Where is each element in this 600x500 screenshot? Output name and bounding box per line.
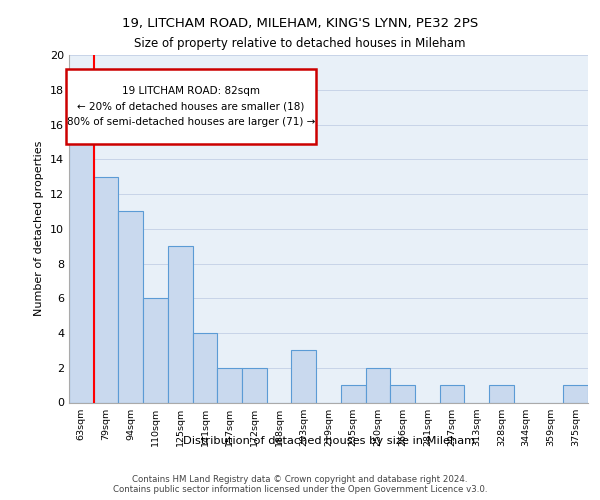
Bar [168, 246, 193, 402]
Bar [563, 385, 588, 402]
Bar [94, 176, 118, 402]
Text: 19 LITCHAM ROAD: 82sqm
← 20% of detached houses are smaller (18)
80% of semi-det: 19 LITCHAM ROAD: 82sqm ← 20% of detached… [67, 86, 315, 127]
Bar [143, 298, 168, 403]
Text: Contains public sector information licensed under the Open Government Licence v3: Contains public sector information licen… [113, 485, 487, 494]
Bar [292, 350, 316, 403]
FancyBboxPatch shape [67, 69, 316, 144]
Bar [217, 368, 242, 402]
Bar [118, 212, 143, 402]
Bar [489, 385, 514, 402]
Bar [193, 333, 217, 402]
Bar [365, 368, 390, 402]
Text: Size of property relative to detached houses in Mileham: Size of property relative to detached ho… [134, 38, 466, 51]
Text: Distribution of detached houses by size in Mileham: Distribution of detached houses by size … [183, 436, 475, 446]
Text: Contains HM Land Registry data © Crown copyright and database right 2024.: Contains HM Land Registry data © Crown c… [132, 475, 468, 484]
Bar [242, 368, 267, 402]
Bar [440, 385, 464, 402]
Bar [390, 385, 415, 402]
Text: 19, LITCHAM ROAD, MILEHAM, KING'S LYNN, PE32 2PS: 19, LITCHAM ROAD, MILEHAM, KING'S LYNN, … [122, 18, 478, 30]
Y-axis label: Number of detached properties: Number of detached properties [34, 141, 44, 316]
Bar [341, 385, 365, 402]
Bar [69, 72, 94, 402]
